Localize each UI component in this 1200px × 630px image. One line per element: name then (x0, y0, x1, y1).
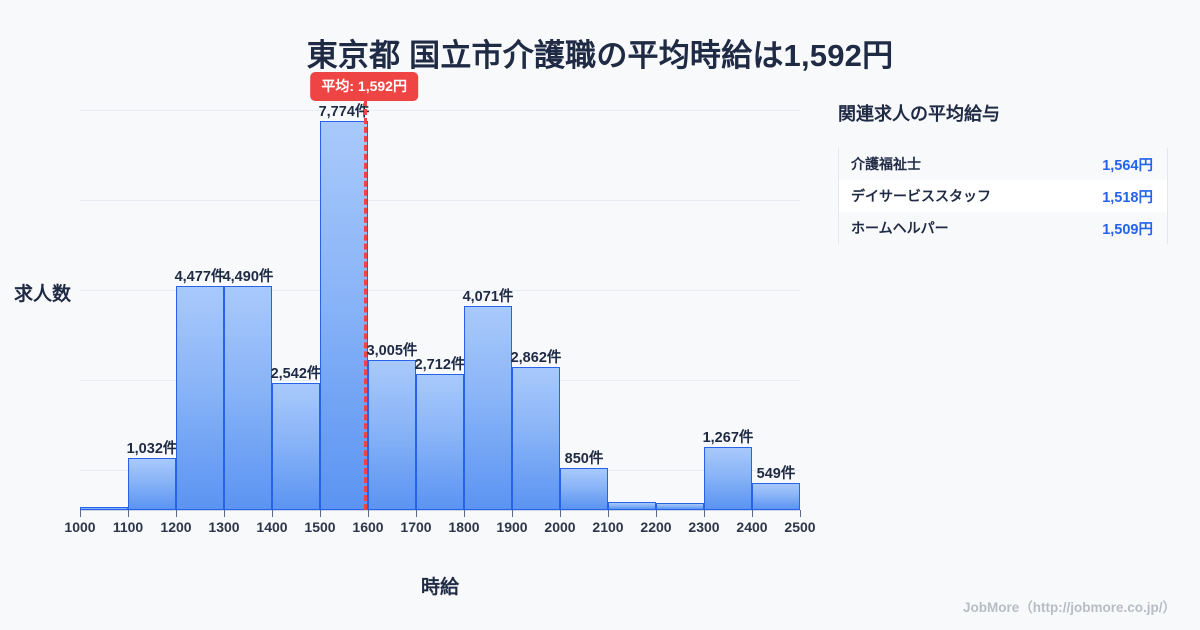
x-axis-tick-label: 2400 (736, 519, 768, 535)
x-axis-tick-label: 1600 (352, 519, 384, 535)
bar-value-label: 7,774件 (318, 104, 370, 121)
x-axis-tick-label: 1000 (64, 519, 96, 535)
x-axis-baseline (80, 510, 800, 511)
x-axis-tick-label: 2100 (592, 519, 624, 535)
x-axis-tick (752, 510, 753, 517)
histogram-bar[interactable] (608, 501, 656, 510)
bar-value-label: 850件 (564, 450, 604, 467)
bar-value-label: 2,862件 (510, 349, 562, 366)
x-axis-tick-label: 2200 (640, 519, 672, 535)
histogram-bar[interactable] (128, 458, 176, 510)
gridline (80, 290, 800, 291)
x-axis-tick (464, 510, 465, 517)
histogram-bar[interactable] (368, 359, 416, 510)
x-axis-tick (416, 510, 417, 517)
related-jobs-title: 関連求人の平均給与 (838, 104, 1000, 124)
x-axis-tick (560, 510, 561, 517)
related-jobs-table: 介護福祉士 1,564円デイサービススタッフ 1,518円ホームヘルパー 1,509円 (838, 148, 1168, 244)
gridline (80, 200, 800, 201)
histogram-chart: 求人数 1,032件 4,477件 4,490件 2,542件 7,774件 3,005件… (14, 72, 816, 598)
plot-area: 1,032件 4,477件 4,490件 2,542件 7,774件 3,005件 2,71… (64, 72, 816, 535)
related-job-row[interactable]: ホームヘルパー 1,509円 (839, 212, 1167, 244)
histogram-bar[interactable] (272, 382, 320, 510)
average-line (364, 100, 368, 510)
bar-value-label: 3,005件 (366, 342, 418, 359)
related-job-row[interactable]: 介護福祉士 1,564円 (839, 148, 1167, 180)
watermark-footer: JobMore（http://jobmore.co.jp/） (963, 600, 1176, 615)
x-axis-tick (176, 510, 177, 517)
histogram-bar[interactable] (560, 467, 608, 510)
x-axis-tick (608, 510, 609, 517)
related-jobs-panel: 関連求人の平均給与 介護福祉士 1,564円デイサービススタッフ 1,518円ホーム… (838, 100, 1168, 244)
x-axis-tick (656, 510, 657, 517)
bar-value-label: 549件 (756, 465, 796, 482)
bar-value-label: 2,542件 (270, 365, 322, 382)
bar-value-label: 2,712件 (414, 357, 466, 374)
average-badge: 平均: 1,592円 (310, 72, 418, 101)
x-axis-tick-label: 1300 (208, 519, 240, 535)
histogram-bar[interactable] (752, 482, 800, 510)
histogram-bar[interactable] (224, 285, 272, 510)
gridline (80, 110, 800, 111)
page-title: 東京都 国立市介護職の平均時給は1,592円 (306, 38, 894, 73)
histogram-bar[interactable] (320, 121, 368, 510)
x-axis-tick (800, 510, 801, 517)
bar-value-label: 1,032件 (126, 441, 178, 458)
x-axis-tick-label: 2300 (688, 519, 720, 535)
x-axis-tick-label: 1400 (256, 519, 288, 535)
x-axis-tick-label: 1100 (112, 519, 144, 535)
related-job-wage: 1,509円 (1102, 221, 1153, 238)
histogram-bar[interactable] (656, 502, 704, 510)
x-axis-tick (368, 510, 369, 517)
related-job-name: ホームヘルパー (851, 220, 949, 236)
histogram-bar[interactable] (512, 366, 560, 510)
x-axis-tick-label: 1500 (304, 519, 336, 535)
x-axis-label: 時給 (420, 577, 459, 598)
bar-value-label: 1,267件 (702, 429, 754, 446)
related-job-wage: 1,518円 (1102, 189, 1153, 206)
x-axis-tick (320, 510, 321, 517)
bar-value-label: 4,477件 (174, 269, 226, 286)
histogram-bar[interactable] (704, 446, 752, 510)
bar-value-label: 4,490件 (222, 268, 274, 285)
x-axis-tick-label: 1700 (400, 519, 432, 535)
x-axis-tick-label: 1800 (448, 519, 480, 535)
x-axis-tick-label: 1900 (496, 519, 528, 535)
histogram-bar[interactable] (464, 306, 512, 510)
related-job-name: 介護福祉士 (851, 156, 921, 172)
x-axis-tick (224, 510, 225, 517)
x-axis-tick (704, 510, 705, 517)
x-axis-tick (272, 510, 273, 517)
x-axis-tick-label: 1200 (160, 519, 192, 535)
bar-value-label: 4,071件 (462, 289, 514, 306)
y-axis-label: 求人数 (14, 284, 72, 305)
histogram-bar[interactable] (80, 507, 128, 510)
x-axis-tick-label: 2500 (784, 519, 816, 535)
x-axis-tick (512, 510, 513, 517)
x-axis-tick (80, 510, 81, 517)
related-job-wage: 1,564円 (1102, 157, 1153, 174)
related-job-name: デイサービススタッフ (851, 188, 991, 204)
related-job-row[interactable]: デイサービススタッフ 1,518円 (839, 180, 1167, 212)
histogram-bar[interactable] (416, 374, 464, 510)
x-axis-tick (128, 510, 129, 517)
x-axis-tick-label: 2000 (544, 519, 576, 535)
histogram-bar[interactable] (176, 286, 224, 510)
